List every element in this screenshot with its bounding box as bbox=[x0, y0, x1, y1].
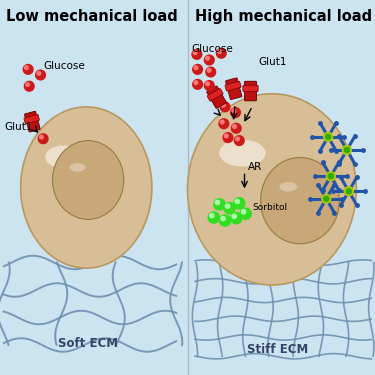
Circle shape bbox=[326, 172, 335, 181]
Circle shape bbox=[26, 83, 29, 86]
Circle shape bbox=[206, 67, 216, 77]
Circle shape bbox=[222, 104, 225, 107]
Circle shape bbox=[220, 102, 230, 112]
Text: High mechanical load: High mechanical load bbox=[195, 9, 372, 24]
Circle shape bbox=[207, 69, 211, 72]
Text: Low mechanical load: Low mechanical load bbox=[6, 9, 178, 24]
Circle shape bbox=[40, 135, 43, 139]
Circle shape bbox=[23, 64, 33, 74]
Circle shape bbox=[235, 199, 239, 203]
FancyBboxPatch shape bbox=[207, 88, 223, 101]
Circle shape bbox=[324, 132, 333, 141]
Circle shape bbox=[194, 66, 198, 69]
Circle shape bbox=[206, 57, 209, 60]
FancyBboxPatch shape bbox=[243, 85, 258, 92]
Circle shape bbox=[204, 55, 214, 65]
Circle shape bbox=[25, 66, 28, 69]
Circle shape bbox=[223, 133, 233, 142]
Circle shape bbox=[233, 125, 236, 128]
Ellipse shape bbox=[279, 182, 297, 192]
Circle shape bbox=[193, 64, 202, 74]
Circle shape bbox=[344, 147, 350, 153]
FancyBboxPatch shape bbox=[0, 0, 186, 375]
Circle shape bbox=[231, 123, 241, 133]
FancyBboxPatch shape bbox=[24, 111, 40, 132]
Circle shape bbox=[221, 216, 225, 220]
Circle shape bbox=[219, 215, 231, 226]
FancyBboxPatch shape bbox=[189, 0, 375, 375]
Circle shape bbox=[208, 212, 219, 223]
Circle shape bbox=[204, 81, 214, 90]
Text: Glut1: Glut1 bbox=[258, 57, 286, 67]
FancyBboxPatch shape bbox=[24, 114, 39, 124]
Circle shape bbox=[38, 134, 48, 144]
Circle shape bbox=[206, 82, 209, 86]
Circle shape bbox=[234, 136, 244, 146]
Circle shape bbox=[344, 187, 353, 196]
Text: Soft ECM: Soft ECM bbox=[58, 337, 118, 350]
Text: Sorbitol: Sorbitol bbox=[252, 203, 287, 212]
Ellipse shape bbox=[21, 107, 152, 268]
Circle shape bbox=[194, 81, 198, 84]
Circle shape bbox=[236, 137, 239, 141]
FancyBboxPatch shape bbox=[226, 78, 242, 99]
Ellipse shape bbox=[45, 146, 81, 168]
Ellipse shape bbox=[53, 141, 124, 219]
Circle shape bbox=[210, 213, 214, 217]
FancyBboxPatch shape bbox=[244, 81, 256, 101]
Circle shape bbox=[326, 134, 331, 140]
Circle shape bbox=[225, 134, 228, 138]
Circle shape bbox=[219, 119, 229, 129]
Text: Stiff ECM: Stiff ECM bbox=[247, 343, 308, 356]
Circle shape bbox=[220, 120, 224, 124]
Circle shape bbox=[24, 81, 34, 91]
Circle shape bbox=[218, 50, 221, 53]
Circle shape bbox=[192, 50, 202, 59]
Circle shape bbox=[342, 146, 351, 154]
Circle shape bbox=[324, 196, 329, 201]
Text: Glucose: Glucose bbox=[191, 44, 233, 54]
Text: Glucose: Glucose bbox=[43, 61, 85, 70]
Circle shape bbox=[231, 108, 240, 117]
Circle shape bbox=[242, 210, 246, 214]
Ellipse shape bbox=[188, 94, 356, 285]
Circle shape bbox=[37, 72, 40, 75]
Circle shape bbox=[225, 204, 230, 208]
Circle shape bbox=[232, 109, 236, 112]
FancyBboxPatch shape bbox=[225, 81, 241, 91]
Ellipse shape bbox=[219, 140, 266, 166]
Circle shape bbox=[322, 194, 331, 203]
Ellipse shape bbox=[261, 158, 339, 244]
Circle shape bbox=[193, 80, 202, 89]
Circle shape bbox=[234, 198, 245, 209]
Circle shape bbox=[346, 189, 351, 194]
Circle shape bbox=[214, 199, 225, 210]
FancyBboxPatch shape bbox=[207, 86, 226, 108]
Text: Glut1: Glut1 bbox=[4, 123, 33, 132]
Circle shape bbox=[36, 70, 45, 80]
Circle shape bbox=[215, 200, 219, 204]
Circle shape bbox=[240, 208, 251, 219]
Circle shape bbox=[194, 51, 197, 54]
Circle shape bbox=[328, 174, 333, 179]
Text: AR: AR bbox=[248, 162, 262, 172]
Circle shape bbox=[224, 202, 235, 214]
Circle shape bbox=[232, 214, 236, 218]
Circle shape bbox=[216, 48, 226, 58]
Circle shape bbox=[231, 213, 242, 224]
Ellipse shape bbox=[69, 163, 86, 172]
